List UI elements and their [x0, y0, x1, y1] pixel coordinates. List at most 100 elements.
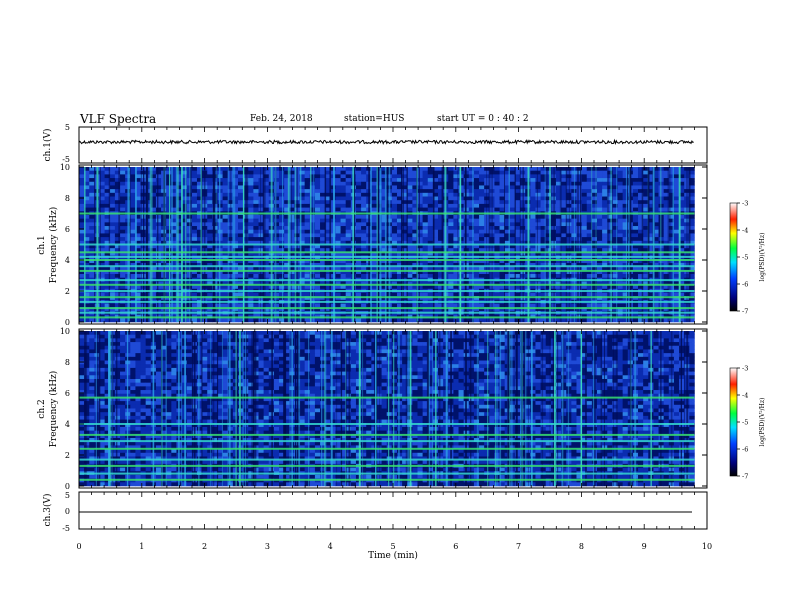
spectrogram-cell — [191, 266, 198, 271]
spectrogram-cell — [109, 203, 116, 208]
spectrogram-cell — [273, 192, 280, 197]
spectrogram-cell — [602, 192, 608, 197]
spectrogram-cell — [684, 281, 690, 286]
spectrogram-cell — [166, 229, 172, 234]
spectrogram-cell — [361, 203, 367, 208]
spectrogram-cell — [237, 270, 244, 275]
spectrogram-cell — [504, 251, 511, 256]
spectrogram-cell — [663, 251, 670, 256]
spectrogram-cell — [545, 170, 552, 175]
spectrogram-cell — [612, 218, 618, 223]
spectrogram-cell — [273, 229, 280, 234]
spectrogram-cell — [227, 233, 234, 238]
spectrogram-cell — [638, 178, 644, 183]
spectrogram-cell — [617, 303, 623, 308]
spectrogram-cell — [597, 251, 603, 256]
spectrogram-cell — [576, 262, 582, 267]
spectrogram-cell — [643, 181, 649, 186]
spectrogram-cell — [597, 185, 603, 190]
spectrogram-cell — [443, 196, 449, 201]
spectrogram-cell — [166, 248, 172, 253]
ch1-waveform-trace — [78, 138, 694, 146]
spectrogram-cell — [196, 229, 203, 234]
spectrogram-cell — [309, 292, 316, 297]
spectrogram-cell — [79, 237, 85, 242]
spectrogram-cell — [176, 196, 182, 201]
spectrogram-cell — [689, 196, 695, 201]
spectrogram-cell — [550, 203, 557, 208]
spectrogram-cell — [150, 248, 157, 253]
spectrogram-cell — [668, 262, 675, 267]
spectrogram-cell — [396, 274, 403, 279]
spectrogram-cell — [196, 185, 203, 190]
spectrogram-cell — [361, 174, 367, 179]
spectrogram-cell — [607, 207, 613, 212]
spectrogram-cell — [89, 285, 95, 290]
spectrogram-cell — [632, 270, 639, 275]
spectrogram-cell — [607, 240, 613, 245]
spectrogram-cell — [79, 185, 85, 190]
spectrogram-cell — [345, 240, 352, 245]
spectrogram-cell — [381, 266, 388, 271]
spectrogram-cell — [591, 266, 598, 271]
spectrogram-cell — [473, 170, 480, 175]
spectrogram-cell — [494, 207, 500, 212]
spectrogram-cell — [325, 270, 331, 275]
spectrogram-cell — [653, 307, 659, 312]
spectrogram-cell — [263, 237, 270, 242]
spectrogram-cell — [186, 307, 193, 312]
spectrogram-cell — [361, 259, 367, 264]
spectrogram-cell — [597, 240, 603, 245]
spectrogram-cell — [196, 292, 203, 297]
spectrogram-cell — [391, 240, 398, 245]
spectrogram-cell — [591, 185, 598, 190]
spectrogram-cell — [617, 185, 623, 190]
spectrogram-cell — [468, 207, 475, 212]
spectrogram-cell — [468, 181, 475, 186]
spectrogram-cell — [335, 285, 341, 290]
spectrogram-cell — [458, 244, 464, 249]
spectrogram-cell — [355, 229, 362, 234]
spectrogram-cell — [458, 174, 464, 179]
spectrogram-cell — [509, 251, 516, 256]
spectrogram-cell — [550, 226, 557, 231]
spectrogram-cell — [166, 174, 172, 179]
spectrogram-cell — [150, 222, 157, 227]
spectrogram-cell — [89, 170, 95, 175]
spectrogram-cell — [422, 200, 429, 205]
spectrogram-cell — [371, 200, 377, 205]
spectrogram-cell — [232, 266, 239, 271]
spectrogram-cell — [361, 237, 367, 242]
spectrogram-cell — [689, 285, 695, 290]
spectrogram-cell — [402, 178, 408, 183]
spectrogram-cell — [320, 285, 326, 290]
spectrogram-cell — [597, 266, 603, 271]
station-label: station=HUS — [344, 114, 405, 124]
spectrogram-cell — [150, 203, 157, 208]
spectrogram-cell — [632, 185, 639, 190]
spectrogram-cell — [576, 292, 582, 297]
spectrogram-cell — [555, 214, 562, 219]
spectrogram-cell — [314, 281, 321, 286]
spectrogram-cell — [150, 178, 157, 183]
spectrogram-cell — [576, 274, 582, 279]
spectrogram-cell — [673, 226, 680, 231]
spectrogram-cell — [396, 307, 403, 312]
spectrogram-cell — [422, 203, 429, 208]
spectrogram-cell — [555, 248, 562, 253]
spectrogram-cell — [166, 285, 172, 290]
spectrogram-cell — [550, 285, 557, 290]
spectrogram-cell — [325, 266, 331, 271]
spectrogram-cell — [196, 244, 203, 249]
spectrogram-cell — [304, 240, 311, 245]
spectrogram-cell — [258, 207, 264, 212]
spectrogram-cell — [330, 259, 336, 264]
spectrogram-cell — [653, 226, 659, 231]
spectrogram-cell — [648, 237, 654, 242]
spectrogram-cell — [612, 192, 618, 197]
spectrogram-cell — [320, 307, 326, 312]
spectrogram-cell — [576, 170, 582, 175]
spectrogram-cell — [237, 248, 244, 253]
spectrogram-cell — [535, 292, 541, 297]
spectrogram-cell — [120, 251, 126, 256]
